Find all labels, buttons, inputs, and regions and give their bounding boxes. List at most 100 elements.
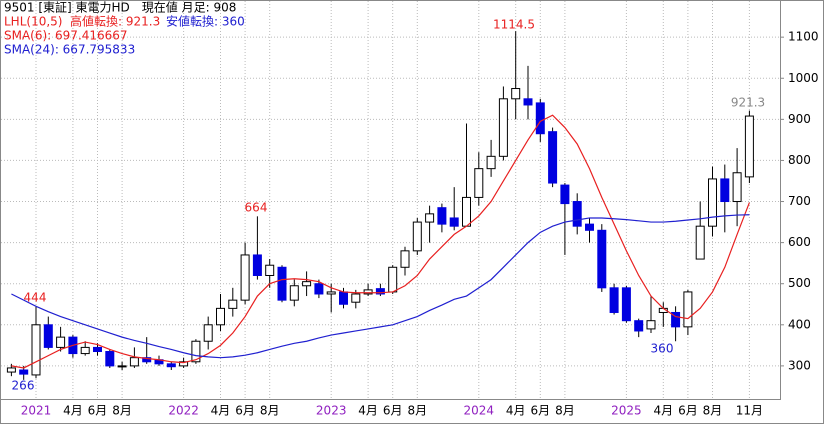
y-tick-label: 700 xyxy=(788,194,811,208)
annotation: 921.3 xyxy=(731,96,765,110)
y-tick-label: 1100 xyxy=(788,30,819,44)
candle-body xyxy=(105,351,115,367)
candle-body xyxy=(449,217,459,227)
candle-body xyxy=(572,201,582,227)
x-tick-label: 8月 xyxy=(112,404,132,418)
candle-body xyxy=(228,299,238,309)
x-tick-label: 8月 xyxy=(703,404,723,418)
candle-body xyxy=(621,287,631,322)
candle-body xyxy=(400,250,410,268)
candle-body xyxy=(683,291,693,328)
candle-body xyxy=(720,178,730,203)
x-tick-label: 11月 xyxy=(736,404,763,418)
candle-body xyxy=(732,172,742,203)
candle-body xyxy=(597,229,607,289)
x-tick-label: 2023 xyxy=(316,404,347,418)
candle-body xyxy=(523,98,533,106)
candle-body xyxy=(166,363,176,368)
candle-body xyxy=(203,324,213,342)
candle-body xyxy=(93,346,102,353)
candle-body xyxy=(326,291,336,295)
x-tick-label: 2022 xyxy=(168,404,199,418)
x-tick-label: 2021 xyxy=(21,404,52,418)
candle-body xyxy=(43,324,53,348)
candle-body xyxy=(585,223,594,231)
header-symbol: 9501 [東証] 東電力HD 現在値 月足: 908 xyxy=(4,0,236,15)
annotation: 266 xyxy=(12,379,35,393)
candle-body xyxy=(412,221,422,252)
x-tick-label: 2024 xyxy=(464,404,495,418)
candle-body xyxy=(179,361,189,367)
x-tick-label: 4月 xyxy=(63,404,83,418)
x-tick-label: 4月 xyxy=(653,404,673,418)
header-high-turn: 高値転換: 921.3 xyxy=(70,14,160,29)
candle-body xyxy=(6,367,16,373)
candle-body xyxy=(548,131,558,184)
y-tick-label: 600 xyxy=(788,235,811,249)
candle-body xyxy=(634,320,644,332)
x-tick-label: 4月 xyxy=(506,404,526,418)
candle-body xyxy=(462,196,471,227)
candle-body xyxy=(695,225,705,260)
candle-body xyxy=(191,340,201,363)
candle-body xyxy=(252,254,262,276)
candle-body xyxy=(560,184,570,205)
candle-body xyxy=(363,289,373,295)
candle-body xyxy=(289,285,299,301)
y-tick-label: 800 xyxy=(788,153,811,167)
annotation: 444 xyxy=(24,291,47,305)
x-tick-label: 4月 xyxy=(211,404,231,418)
candle-body xyxy=(265,264,275,276)
plot-frame xyxy=(0,0,781,400)
x-tick-label: 6月 xyxy=(678,404,698,418)
candle-body xyxy=(216,307,225,326)
candle-body xyxy=(142,357,152,363)
annotation: 360 xyxy=(651,342,674,356)
x-tick-label: 6月 xyxy=(383,404,403,418)
candle-body xyxy=(375,288,385,295)
header-lhl: LHL(10,5) xyxy=(4,15,62,29)
sma-line xyxy=(11,214,750,359)
y-tick-label: 900 xyxy=(788,112,811,126)
y-tick-label: 300 xyxy=(788,358,811,372)
x-tick-label: 8月 xyxy=(407,404,427,418)
x-tick-label: 6月 xyxy=(235,404,255,418)
y-tick-label: 400 xyxy=(788,317,811,331)
candle-body xyxy=(744,115,754,178)
candle-body xyxy=(302,281,312,287)
candle-body xyxy=(474,168,484,198)
candle-body xyxy=(388,266,398,293)
candle-body xyxy=(708,178,717,227)
candle-body xyxy=(31,324,41,376)
candle-body xyxy=(351,293,361,303)
x-tick-label: 6月 xyxy=(530,404,550,418)
candle-body xyxy=(19,369,29,375)
x-tick-label: 4月 xyxy=(358,404,378,418)
x-tick-label: 8月 xyxy=(555,404,575,418)
y-tick-label: 500 xyxy=(788,276,811,290)
candle-body xyxy=(498,98,508,157)
x-tick-label: 6月 xyxy=(88,404,108,418)
candle-body xyxy=(486,155,496,170)
candle-body xyxy=(609,287,619,313)
candle-body xyxy=(56,336,66,348)
candle-body xyxy=(240,254,250,301)
candle-body xyxy=(277,266,287,301)
candle-body xyxy=(314,283,324,295)
candle-body xyxy=(646,320,656,330)
candle-body xyxy=(671,311,681,328)
sma-line xyxy=(11,114,750,369)
annotation: 664 xyxy=(245,201,268,215)
header-sma6: SMA(6): 697.416667 xyxy=(4,29,128,43)
header-low-turn: 安値転換: 360 xyxy=(166,14,245,29)
candle-body xyxy=(535,102,545,135)
annotation: 1114.5 xyxy=(493,18,535,32)
header-sma24: SMA(24): 667.795833 xyxy=(4,43,135,57)
candle-body xyxy=(425,213,435,223)
candle-body xyxy=(129,357,139,367)
x-tick-label: 2025 xyxy=(611,404,642,418)
x-tick-label: 8月 xyxy=(260,404,280,418)
y-tick-label: 1000 xyxy=(788,71,819,85)
